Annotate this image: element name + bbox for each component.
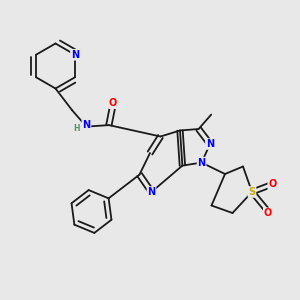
Text: N: N: [197, 158, 206, 168]
Text: O: O: [109, 98, 117, 108]
Text: N: N: [147, 187, 156, 197]
Text: O: O: [268, 179, 277, 189]
Text: S: S: [248, 187, 256, 197]
Text: O: O: [264, 208, 272, 218]
Text: H: H: [74, 124, 80, 133]
Text: N: N: [206, 139, 214, 149]
Text: N: N: [82, 120, 91, 130]
Text: N: N: [71, 50, 79, 60]
